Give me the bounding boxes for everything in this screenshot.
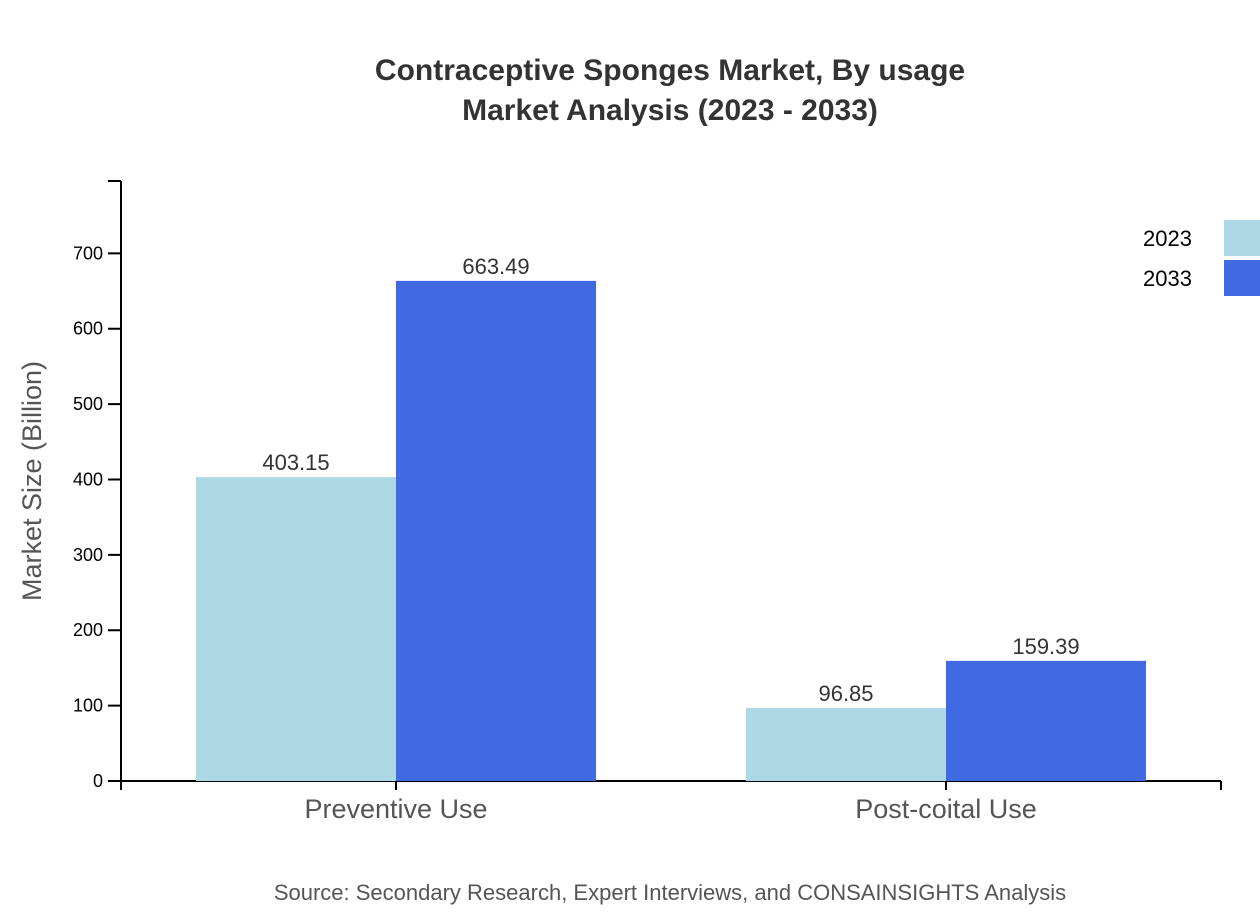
data-label: 96.85 — [818, 681, 873, 706]
chart-title-line2: Market Analysis (2023 - 2033) — [462, 94, 878, 127]
data-label: 663.49 — [462, 254, 529, 279]
y-tick-label: 100 — [73, 696, 103, 716]
y-tick-label: 0 — [93, 771, 103, 791]
data-label: 403.15 — [262, 450, 329, 475]
legend-label: 2023 — [1143, 226, 1192, 251]
x-tick-label: Post-coital Use — [855, 794, 1037, 824]
legend-swatch — [1224, 260, 1260, 296]
bar-2033 — [396, 280, 596, 781]
y-tick-label: 200 — [73, 620, 103, 640]
bar-2033 — [946, 660, 1146, 781]
legend-swatch — [1224, 220, 1260, 256]
chart-title-line1: Contraceptive Sponges Market, By usage — [375, 54, 965, 87]
legend-label: 2033 — [1143, 266, 1192, 291]
bar-2023 — [746, 707, 946, 781]
y-tick-label: 400 — [73, 469, 103, 489]
y-tick-label: 500 — [73, 394, 103, 414]
x-tick-label: Preventive Use — [304, 794, 487, 824]
y-tick-label: 700 — [73, 243, 103, 263]
source-note: Source: Secondary Research, Expert Inter… — [274, 880, 1066, 905]
y-tick-label: 600 — [73, 319, 103, 339]
y-tick-label: 300 — [73, 545, 103, 565]
y-axis-label: Market Size (Billion) — [17, 361, 47, 601]
data-label: 159.39 — [1012, 634, 1079, 659]
bar-2023 — [196, 477, 396, 781]
